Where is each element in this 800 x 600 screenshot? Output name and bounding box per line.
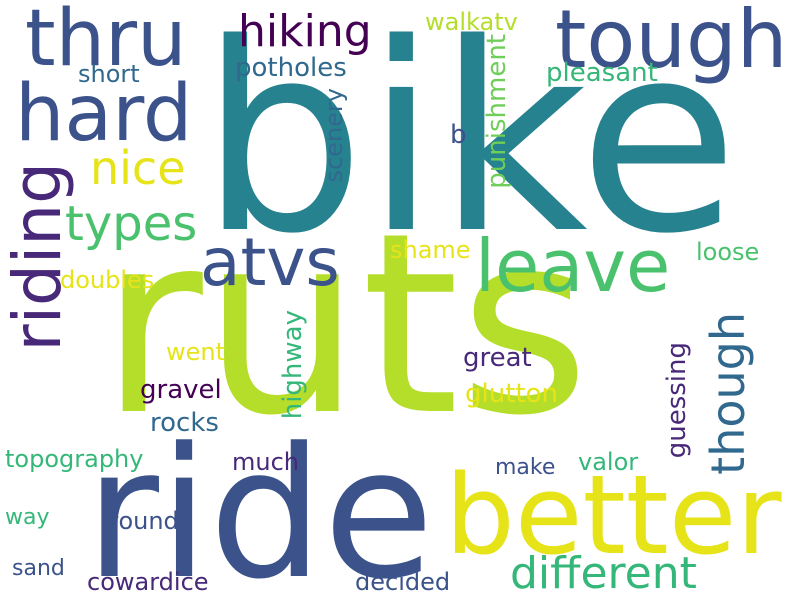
word-riding: riding [0, 162, 76, 352]
word-better: better [445, 451, 782, 579]
word-pleasant: pleasant [546, 58, 658, 88]
word-bike: bike [200, 0, 739, 291]
word-sand: sand [12, 556, 65, 581]
word-decided: decided [355, 568, 451, 596]
word-gravel: gravel [140, 375, 222, 405]
word-atvs: atvs [200, 224, 340, 301]
word-much: much [232, 448, 299, 476]
word-potholes: potholes [235, 53, 347, 83]
word-rocks: rocks [150, 408, 219, 438]
word-ruts: ruts [100, 179, 590, 470]
word-highway: highway [278, 310, 308, 420]
word-hard: hard [15, 69, 193, 159]
word-ride: ride [85, 410, 435, 600]
word-cowardice: cowardice [87, 568, 209, 596]
word-way: way [5, 505, 50, 530]
word-short: short [78, 60, 140, 88]
word-nice: nice [90, 141, 186, 195]
word-thru: thru [25, 0, 187, 84]
word-punishment: punishment [482, 34, 512, 189]
word-loose: loose [696, 238, 760, 266]
word-hiking: hiking [238, 6, 372, 57]
word-walkatv: walkatv [425, 8, 518, 36]
word-valor: valor [578, 448, 639, 476]
word-though: though [701, 312, 755, 475]
word-found: found [110, 507, 179, 535]
word-make: make [495, 455, 556, 480]
word-guessing: guessing [662, 342, 692, 459]
word-went: went [166, 338, 226, 366]
word-different: different [510, 548, 697, 599]
word-shame: shame [390, 236, 471, 264]
word-great: great [463, 343, 532, 373]
word-tough: tough [555, 0, 788, 86]
word-types: types [65, 196, 198, 252]
word-topography: topography [5, 445, 144, 473]
word-b: b [450, 120, 467, 150]
word-scenery: scenery [320, 88, 348, 183]
word-glutton: glutton [465, 379, 558, 409]
word-doubles: doubles [60, 266, 155, 294]
word-leave: leave [475, 224, 671, 308]
